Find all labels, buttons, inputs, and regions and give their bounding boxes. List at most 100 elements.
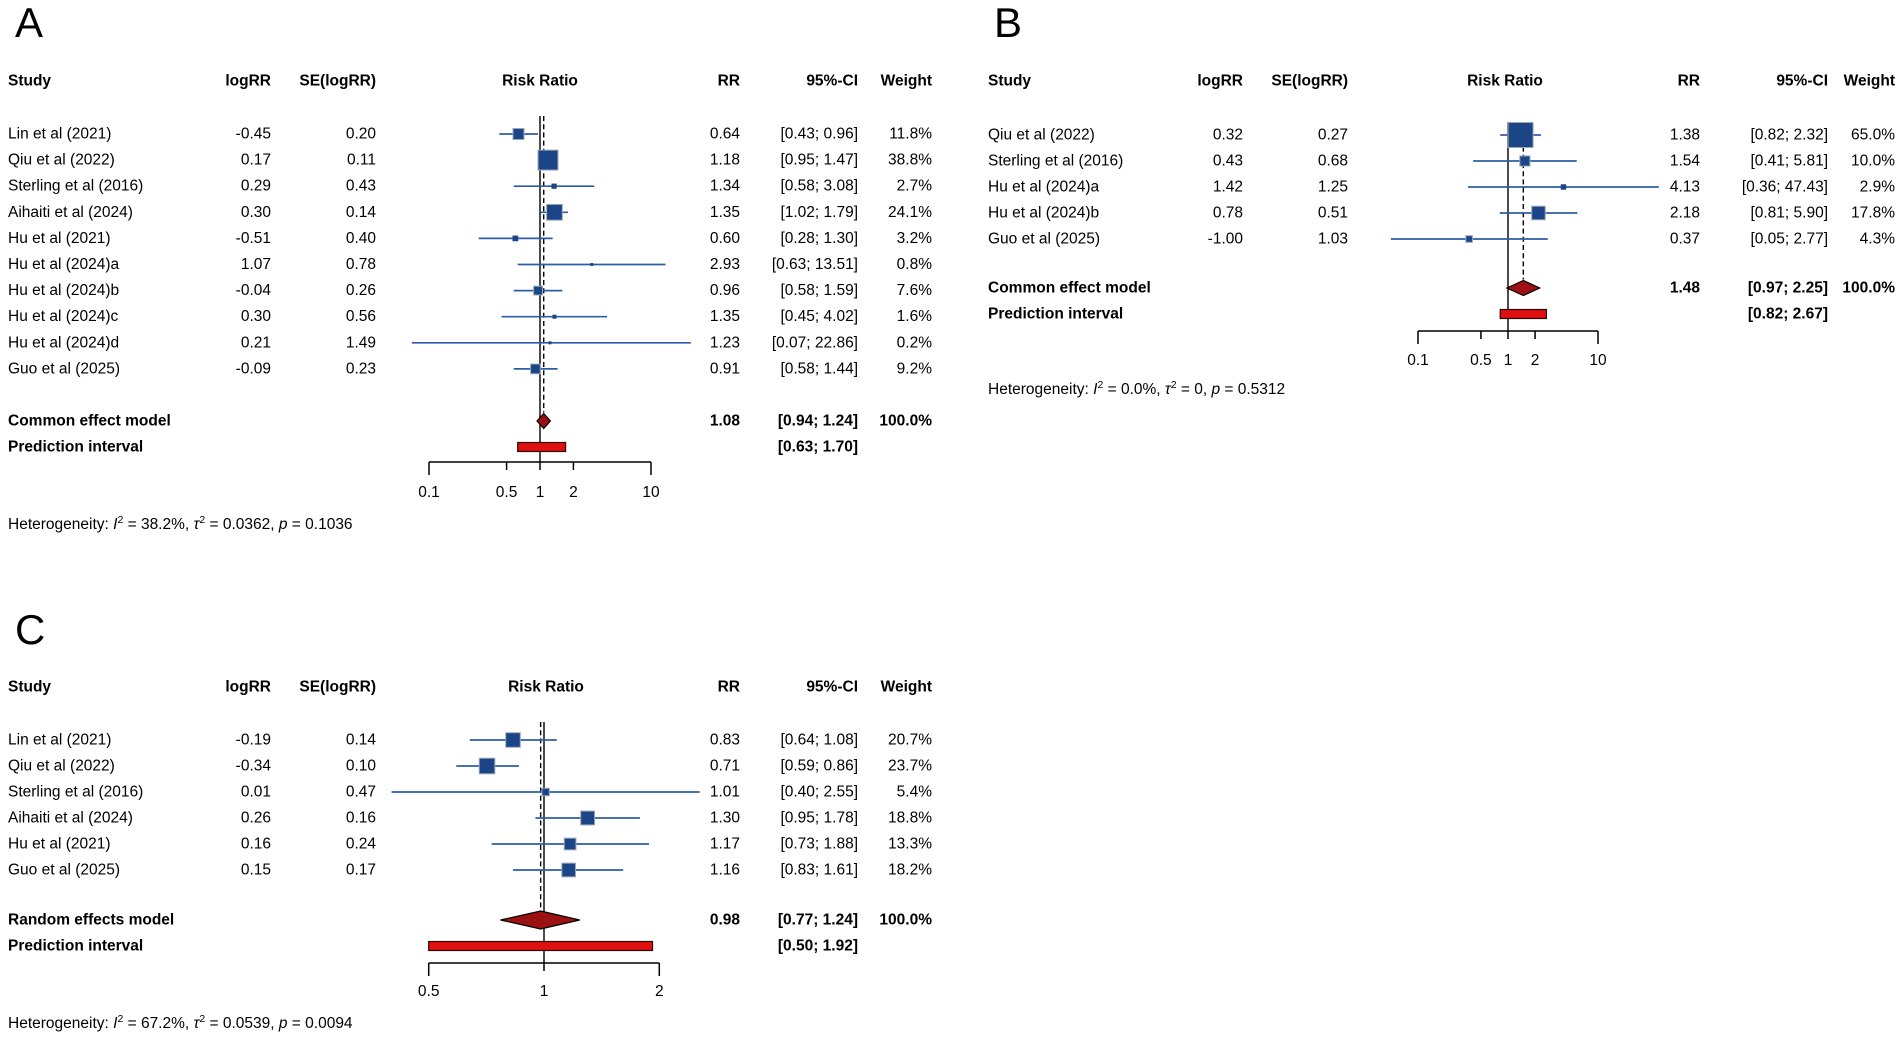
- logrr-value: -1.00: [1208, 231, 1244, 248]
- rr-value: 0.60: [710, 230, 741, 247]
- effect-square: [537, 149, 559, 171]
- rr-value: 1.54: [1670, 153, 1701, 170]
- weight-value: 10.0%: [1851, 153, 1895, 170]
- col-header-rr-b: RR: [1678, 73, 1700, 90]
- ci-value: [0.45; 4.02]: [780, 308, 858, 325]
- study-name: Guo et al (2025): [988, 231, 1100, 248]
- study-name: Lin et al (2021): [8, 126, 111, 143]
- rr-value: 1.35: [710, 204, 740, 221]
- rr-value: 1.30: [710, 810, 741, 827]
- prediction-interval-bar-b: [1499, 308, 1547, 320]
- se-value: 1.25: [1318, 179, 1348, 196]
- col-header-weight-b: Weight: [1844, 73, 1895, 90]
- logrr-value: 0.26: [241, 810, 271, 827]
- study-name: Hu et al (2024)a: [8, 256, 120, 273]
- col-header-risk-ratio-c: Risk Ratio: [508, 679, 584, 696]
- se-value: 0.14: [346, 204, 377, 221]
- ci-value: [0.40; 2.55]: [780, 784, 858, 801]
- study-name: Guo et al (2025): [8, 862, 120, 879]
- study-name: Hu et al (2024)d: [8, 334, 119, 351]
- col-header-risk-ratio-b: Risk Ratio: [1467, 73, 1543, 90]
- prediction-interval-label-c: Prediction interval: [8, 938, 143, 955]
- study-name: Qiu et al (2022): [8, 758, 115, 775]
- se-value: 0.10: [346, 758, 377, 775]
- ci-value: [1.02; 1.79]: [780, 204, 858, 221]
- rr-value: 0.37: [1670, 231, 1700, 248]
- logrr-value: -0.19: [236, 732, 271, 749]
- logrr-value: 0.30: [241, 308, 272, 325]
- effect-square: [590, 263, 594, 266]
- x-axis-tick-label: 0.1: [1407, 352, 1429, 369]
- weight-value: 18.8%: [888, 810, 932, 827]
- summary-ci-value-c: [0.77; 1.24]: [778, 912, 858, 929]
- rr-value: 0.91: [710, 360, 740, 377]
- weight-value: 5.4%: [897, 784, 933, 801]
- study-name: Hu et al (2024)a: [988, 179, 1100, 196]
- effect-square: [533, 285, 543, 296]
- study-name: Guo et al (2025): [8, 360, 120, 377]
- x-axis-tick-label: 10: [1589, 352, 1607, 369]
- summary-rr-value-a: 1.08: [710, 413, 741, 430]
- panel-label-c: C: [15, 606, 45, 653]
- logrr-value: 0.43: [1213, 153, 1243, 170]
- summary-ci-value-b: [0.97; 2.25]: [1748, 280, 1828, 297]
- col-header-se-a: SE(logRR): [299, 73, 376, 90]
- effect-square: [561, 862, 577, 878]
- weight-value: 2.7%: [897, 178, 933, 195]
- summary-ci-value-a: [0.94; 1.24]: [778, 413, 858, 430]
- summary-model-label-a: Common effect model: [8, 413, 171, 430]
- se-value: 0.47: [346, 784, 376, 801]
- col-header-se-b: SE(logRR): [1271, 73, 1348, 90]
- prediction-interval-bar-c: [428, 940, 654, 952]
- col-header-weight-a: Weight: [881, 73, 932, 90]
- effect-square: [551, 183, 557, 189]
- rr-value: 1.16: [710, 862, 740, 879]
- x-axis-tick-label: 2: [655, 983, 664, 1000]
- summary-rr-value-c: 0.98: [710, 912, 741, 929]
- weight-value: 4.3%: [1860, 231, 1896, 248]
- rr-value: 0.71: [710, 758, 740, 775]
- weight-value: 20.7%: [888, 732, 932, 749]
- ci-value: [0.63; 13.51]: [772, 256, 858, 273]
- effect-square: [1560, 184, 1567, 190]
- weight-value: 38.8%: [888, 152, 932, 169]
- x-axis-tick-label: 0.5: [418, 983, 440, 1000]
- se-value: 0.27: [1318, 127, 1348, 144]
- ci-value: [0.59; 0.86]: [780, 758, 858, 775]
- se-value: 0.40: [346, 230, 377, 247]
- rr-value: 1.18: [710, 152, 740, 169]
- ci-value: [0.58; 3.08]: [780, 178, 858, 195]
- study-name: Sterling et al (2016): [8, 178, 143, 195]
- summary-diamond-b: [1505, 279, 1542, 297]
- weight-value: 13.3%: [888, 836, 932, 853]
- logrr-value: 0.15: [241, 862, 271, 879]
- weight-value: 24.1%: [888, 204, 932, 221]
- prediction-interval-label-a: Prediction interval: [8, 439, 143, 456]
- x-axis-tick-label: 1: [1504, 352, 1513, 369]
- ci-value: [0.43; 0.96]: [780, 126, 858, 143]
- se-value: 0.23: [346, 360, 376, 377]
- col-header-logrr-c: logRR: [225, 679, 271, 696]
- logrr-value: 0.32: [1213, 127, 1243, 144]
- weight-value: 7.6%: [897, 282, 933, 299]
- weight-value: 9.2%: [897, 360, 933, 377]
- rr-value: 1.17: [710, 836, 740, 853]
- weight-value: 17.8%: [1851, 205, 1895, 222]
- logrr-value: -0.45: [236, 126, 271, 143]
- weight-value: 1.6%: [897, 308, 933, 325]
- summary-diamond-c: [500, 910, 580, 930]
- col-header-study-a: Study: [8, 73, 51, 90]
- summary-weight-value-c: 100.0%: [879, 912, 932, 929]
- ci-value: [0.36; 47.43]: [1742, 179, 1828, 196]
- rr-value: 4.13: [1670, 179, 1700, 196]
- ci-value: [0.05; 2.77]: [1750, 231, 1828, 248]
- effect-square: [1531, 205, 1546, 221]
- x-axis-tick-label: 2: [569, 484, 578, 501]
- logrr-value: 1.42: [1213, 179, 1243, 196]
- weight-value: 2.9%: [1860, 179, 1896, 196]
- x-axis-tick-label: 1: [540, 983, 549, 1000]
- summary-model-label-b: Common effect model: [988, 280, 1151, 297]
- study-name: Sterling et al (2016): [988, 153, 1123, 170]
- col-header-ci-a: 95%-CI: [806, 73, 858, 90]
